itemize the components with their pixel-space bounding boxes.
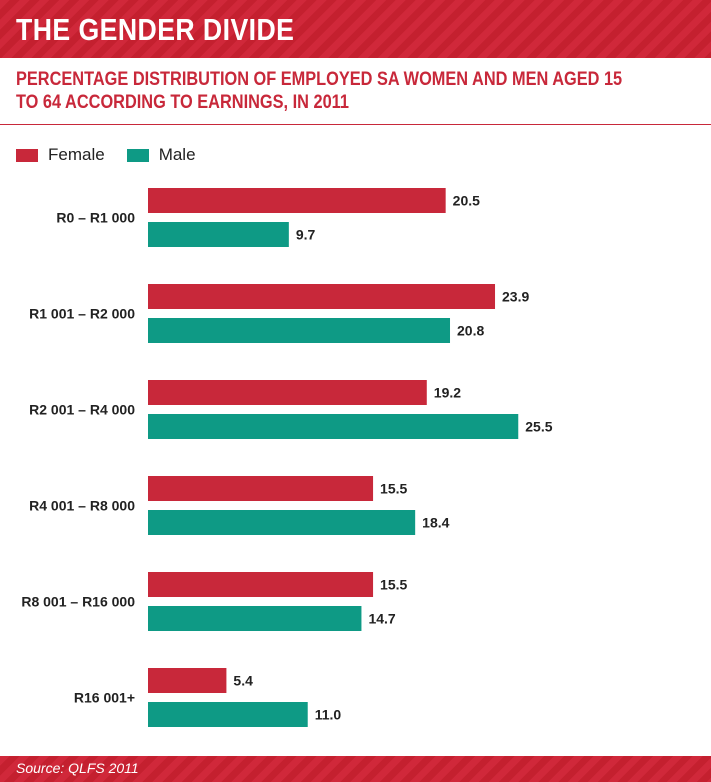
category-label: R2 001 – R4 000	[29, 402, 135, 418]
data-label-male: 14.7	[368, 611, 395, 627]
data-label-female: 5.4	[233, 673, 253, 689]
bar-female-3	[148, 380, 427, 405]
source-note: Source: QLFS 2011	[16, 760, 139, 776]
category-label: R4 001 – R8 000	[29, 498, 135, 514]
legend-label-female: Female	[48, 145, 105, 164]
data-label-female: 19.2	[434, 385, 461, 401]
data-label-male: 11.0	[315, 707, 342, 723]
category-label: R0 – R1 000	[56, 210, 135, 226]
data-label-male: 18.4	[422, 515, 449, 531]
chart-subtitle: PERCENTAGE DISTRIBUTION OF EMPLOYED SA W…	[16, 69, 623, 113]
legend: Female Male	[16, 144, 218, 166]
bar-male-4	[148, 510, 416, 535]
bar-male-6	[148, 702, 308, 727]
data-label-male: 9.7	[296, 227, 316, 243]
legend-label-male: Male	[158, 145, 196, 164]
category-label: R16 001+	[74, 690, 135, 706]
title-bar: THE GENDER DIVIDE	[0, 0, 711, 58]
bar-female-5	[148, 572, 374, 597]
bar-male-2	[148, 318, 451, 343]
legend-swatch-female	[16, 148, 38, 162]
bar-female-1	[148, 188, 446, 213]
bar-male-5	[148, 606, 362, 631]
bar-male-3	[148, 414, 519, 439]
bar-chart: R0 – R1 000 20.5 9.7 R1 001 – R2 000 23.9 20.…	[21, 188, 553, 727]
bar-female-2	[148, 284, 496, 309]
category-label: R8 001 – R16 000	[21, 594, 135, 610]
footer-bar: Source: QLFS 2011	[0, 756, 711, 782]
data-label-female: 20.5	[453, 193, 480, 209]
bar-male-1	[148, 222, 289, 247]
bar-female-4	[148, 476, 374, 501]
category-label: R1 001 – R2 000	[29, 306, 135, 322]
legend-swatch-male	[126, 148, 149, 162]
bar-female-6	[148, 668, 227, 693]
divider	[0, 124, 711, 125]
data-label-female: 23.9	[502, 289, 529, 305]
data-label-male: 20.8	[457, 323, 484, 339]
data-label-female: 15.5	[380, 481, 407, 497]
legend-item-male: Male	[126, 145, 196, 165]
legend-item-female: Female	[16, 145, 105, 165]
data-label-male: 25.5	[525, 419, 552, 435]
chart-title: THE GENDER DIVIDE	[16, 12, 295, 47]
data-label-female: 15.5	[380, 577, 407, 593]
